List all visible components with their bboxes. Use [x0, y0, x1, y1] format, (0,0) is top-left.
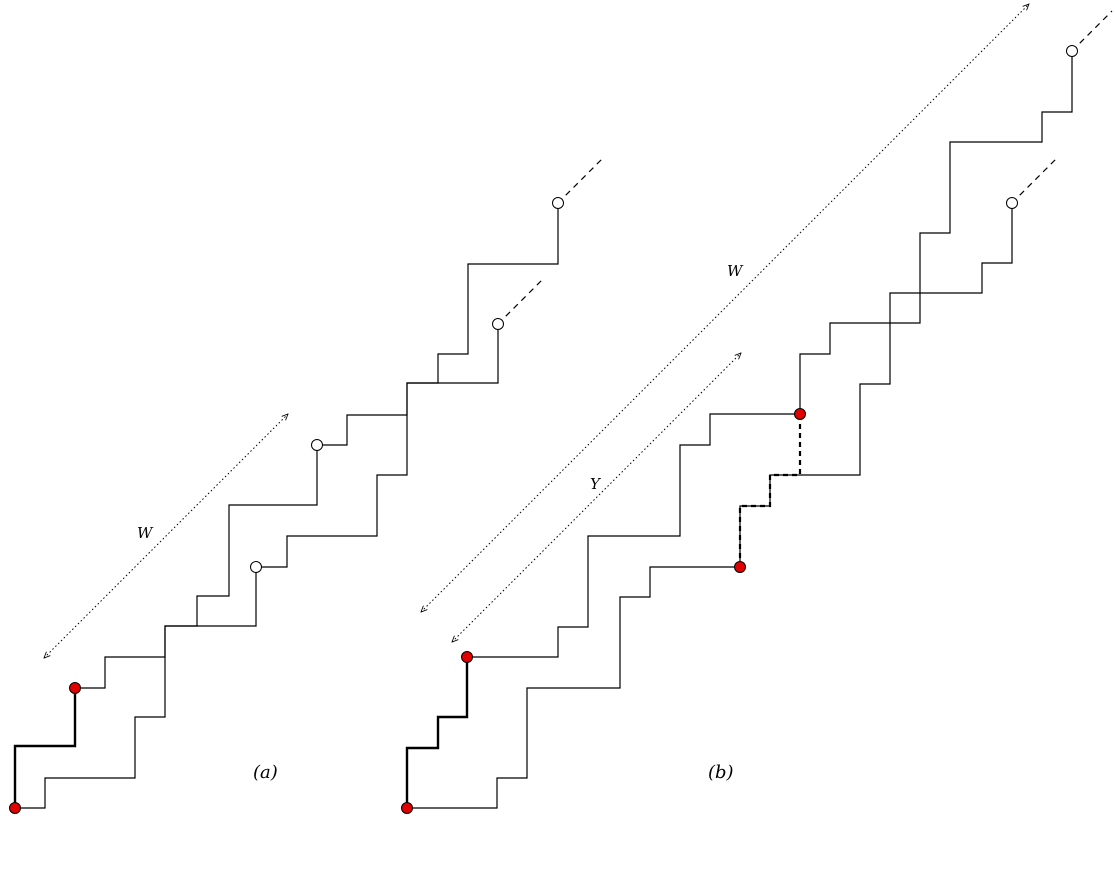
panel-a-open-node — [311, 439, 323, 451]
panel-a-bold-segment — [13, 688, 77, 808]
panel-a-caption: (a) — [253, 762, 278, 783]
panel-b-red-node-upper — [794, 408, 806, 420]
panel-a-red-node-bend — [69, 682, 81, 694]
panel-a-open-node — [492, 318, 504, 330]
panel-a-w-label: W — [137, 524, 154, 542]
panel-b-red-node-bend — [461, 651, 473, 663]
panel-b-y-arrow — [452, 353, 741, 642]
panel-a-red-node-start — [9, 802, 21, 814]
panel-b-y-label: Y — [590, 475, 602, 493]
panel-a-open-node — [250, 561, 262, 573]
panel-b-open-node — [1066, 45, 1078, 57]
panel-b-caption: (b) — [708, 762, 734, 783]
panel-a-open-node — [552, 197, 564, 209]
panel-b: W Y (b) — [401, 4, 1113, 814]
panel-b-path-lower — [407, 203, 1013, 809]
panel-b-open-node — [1006, 197, 1018, 209]
panel-b-w-label: W — [727, 262, 744, 280]
panel-b-red-node-start — [401, 802, 413, 814]
panel-a: W (a) — [9, 158, 603, 814]
panel-b-dashed-segment — [738, 414, 802, 567]
panel-b-continuation-upper — [1071, 10, 1113, 52]
panel-b-continuation-lower — [1011, 158, 1057, 204]
panel-a-continuation-upper — [557, 158, 603, 204]
panel-b-path-upper — [467, 51, 1073, 658]
panel-a-w-arrow — [44, 414, 288, 658]
panel-b-w-arrow — [421, 4, 1029, 612]
panel-a-continuation-lower — [497, 279, 543, 325]
panel-b-red-node-mid — [734, 561, 746, 573]
panel-b-bold-segment — [405, 657, 469, 808]
